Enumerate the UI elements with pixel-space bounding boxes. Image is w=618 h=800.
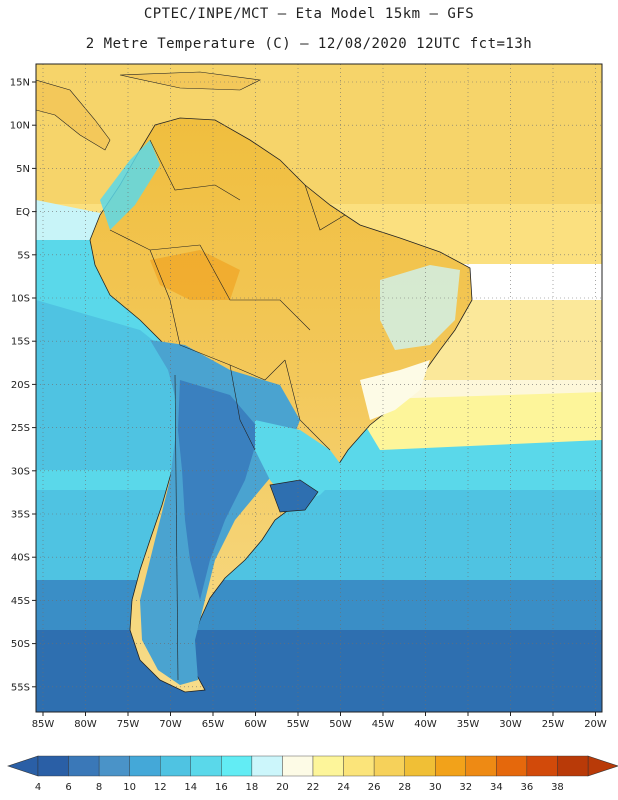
falkland-like-feature [269, 479, 319, 513]
colorbar-label: 14 [184, 782, 197, 793]
colorbar-label: 28 [398, 782, 411, 793]
lat-label: EQ [16, 207, 30, 218]
colorbar-label: 38 [551, 782, 564, 793]
colorbar-swatch [190, 755, 222, 777]
lon-label: 75W [117, 719, 140, 730]
lat-label: 35S [11, 510, 30, 521]
lat-label: 55S [11, 682, 30, 693]
colorbar-label: 26 [368, 782, 381, 793]
colorbar-swatch [343, 755, 375, 777]
colorbar [7, 755, 618, 777]
chart-title-line-1: CPTEC/INPE/MCT – Eta Model 15km – GFS [143, 6, 475, 22]
lon-label: 50W [329, 719, 352, 730]
colorbar-swatch [557, 755, 589, 777]
colorbar-label: 8 [96, 782, 102, 793]
colorbar-label: 24 [337, 782, 350, 793]
colorbar-arrow-high [587, 755, 618, 777]
ocean-band-coldest [36, 630, 602, 712]
colorbar-swatch [312, 755, 344, 777]
ocean-atlantic-mild [350, 392, 602, 450]
ocean-band-cool [36, 480, 602, 590]
colorbar-label: 18 [246, 782, 259, 793]
colorbar-arrow-low [7, 755, 39, 777]
colorbar-swatch [496, 755, 528, 777]
graticule [36, 64, 602, 712]
colombian-andes-cool [100, 140, 160, 230]
colorbar-swatch [68, 755, 100, 777]
country-borders [109, 139, 346, 681]
lat-label: 20S [11, 380, 30, 391]
central-america-land [36, 79, 111, 151]
caribbean-islands [119, 71, 262, 91]
colorbar-label: 32 [459, 782, 472, 793]
lon-label: 40W [414, 719, 437, 730]
lat-label: 10S [11, 294, 30, 305]
colorbar-label: 36 [521, 782, 534, 793]
patagonia-cold-region [178, 380, 260, 600]
lon-label: 55W [287, 719, 310, 730]
colorbar-swatch [435, 755, 466, 777]
lon-label: 70W [159, 719, 182, 730]
latitude-labels: 15N 10N 5N EQ 5S 10S 15S 20S 25S 30S 35S 40S 45S 50S 5… [10, 78, 36, 693]
colorbar-swatch [98, 755, 130, 777]
brazil-highlands-cool [380, 265, 460, 350]
colorbar-label: 10 [123, 782, 136, 793]
lon-label: 85W [32, 719, 55, 730]
colorbar-label: 4 [35, 782, 41, 793]
lat-label: 25S [11, 423, 30, 434]
colorbar-swatch [373, 755, 405, 777]
lat-label: 5N [16, 164, 30, 175]
lon-label: 60W [244, 719, 267, 730]
colorbar-label: 16 [215, 782, 228, 793]
lat-label: 10N [10, 121, 30, 132]
colorbar-swatch [251, 755, 283, 777]
lon-label: 20W [584, 719, 607, 730]
lat-label: 50S [11, 639, 30, 650]
longitude-labels: 85W 80W 75W 70W 65W 60W 55W 50W 45W 40W 35W 30W 25W 2… [32, 712, 607, 730]
lon-label: 35W [457, 719, 480, 730]
colorbar-label: 6 [65, 782, 71, 793]
lat-label: 5S [17, 250, 30, 261]
amazon-hot-region [150, 250, 240, 300]
lon-label: 45W [372, 719, 395, 730]
colorbar-swatch [129, 755, 161, 777]
colorbar-swatch [465, 755, 497, 777]
colorbar-swatch [37, 755, 69, 777]
colorbar-swatch [282, 755, 314, 777]
colorbar-label: 34 [490, 782, 503, 793]
colorbar-label: 22 [307, 782, 320, 793]
colorbar-swatch [404, 755, 436, 777]
colorbar-labels: 4 6 8 10 12 14 16 18 20 22 24 26 28 30 32 34 36 38 [35, 782, 564, 793]
map-frame [35, 63, 603, 713]
lon-label: 30W [499, 719, 522, 730]
lat-label: 15N [10, 78, 30, 89]
lat-label: 45S [11, 596, 30, 607]
lat-label: 15S [11, 337, 30, 348]
colorbar-label: 20 [276, 782, 289, 793]
lon-label: 65W [202, 719, 225, 730]
southeast-brazil-mild [360, 360, 430, 420]
colorbar-swatch [526, 755, 558, 777]
colorbar-label: 12 [154, 782, 167, 793]
lon-label: 80W [74, 719, 97, 730]
colorbar-swatch [221, 755, 253, 777]
colorbar-label: 30 [429, 782, 442, 793]
lon-label: 25W [542, 719, 565, 730]
chart-title-line-2: 2 Metre Temperature (C) – 12/08/2020 12U… [85, 36, 533, 52]
lat-label: 30S [11, 466, 30, 477]
map-field [36, 64, 602, 712]
lat-label: 40S [11, 553, 30, 564]
colorbar-swatch [160, 755, 191, 777]
ocean-pacific-eq [36, 200, 110, 240]
